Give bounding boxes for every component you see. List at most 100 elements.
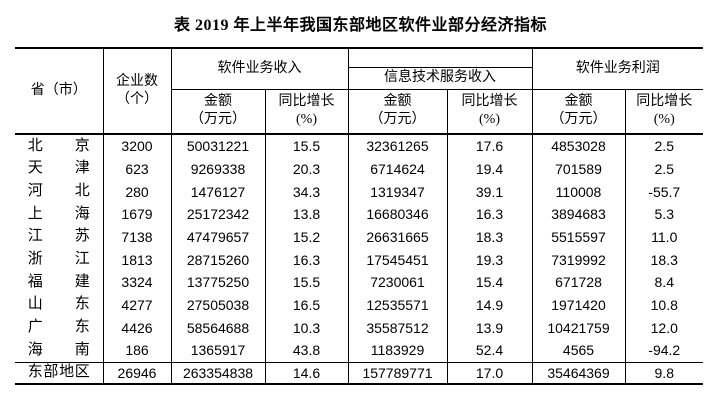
cell-it-growth: 13.9 [447, 316, 533, 340]
header-it-growth-line2: (%) [479, 112, 500, 128]
cell-it-growth: 17.6 [447, 134, 533, 158]
cell-sw-growth: 20.3 [265, 157, 349, 181]
economic-indicators-table: 省（市） 企业数 （个） 软件业务收入 软件业务利润 信息技术服务收入 金额 （… [15, 47, 703, 385]
header-group-it-revenue: 信息技术服务收入 [348, 67, 533, 90]
cell-profit-growth: 10.8 [650, 297, 678, 314]
cell-it-growth: 19.4 [447, 157, 533, 181]
cell-firms: 7138 [103, 225, 172, 249]
cell-it-amount: 35587512 [348, 316, 448, 340]
province-label: 天津 [27, 160, 90, 177]
province-label: 山东 [27, 296, 90, 313]
table-row: 天津 623 9269338 20.3 6714624 19.4 701589 … [15, 157, 703, 181]
cell-profit-amount: 1971420 [532, 293, 626, 317]
cell-it-amount: 32361265 [348, 134, 448, 158]
header-firm-count-line1: 企业数 [116, 73, 158, 89]
header-sw-amount-line1: 金额 [204, 94, 232, 110]
cell-sw-amount: 1476127 [171, 180, 266, 204]
cell-sw-amount: 9269338 [171, 157, 266, 181]
header-profit-growth: 同比增长 (%) [625, 89, 703, 135]
cell-sw-amount: 47479657 [171, 225, 266, 249]
cell-province: 浙江 [15, 248, 104, 272]
cell-it-growth: 39.1 [447, 180, 533, 204]
cell-sw-growth: 10.3 [265, 316, 349, 340]
cell-it-amount: 1183929 [348, 339, 448, 363]
cell-province: 海南 [15, 339, 104, 363]
cell-profit-growth: -55.7 [648, 183, 681, 200]
table-title: 表 2019 年上半年我国东部地区软件业部分经济指标 [173, 17, 547, 34]
cell-sw-growth: 16.3 [265, 248, 349, 272]
cell-profit-growth: 12.0 [650, 319, 678, 336]
cell-firms: 3324 [103, 271, 172, 294]
cell-profit-growth: 11.0 [651, 229, 678, 245]
header-profit-growth-line1: 同比增长 [636, 94, 693, 110]
table-row: 海南 186 1365917 43.8 1183929 52.4 4565 -9… [15, 339, 703, 363]
table-row: 山东 4277 27505038 16.5 12535571 14.9 1971… [15, 293, 703, 317]
cell-it-amount: 26631665 [348, 225, 448, 249]
cell-profit-amount: 5515597 [532, 225, 626, 249]
table-row: 江苏 7138 47479657 15.2 26631665 18.3 5515… [15, 225, 703, 249]
cell-province: 山东 [15, 293, 104, 317]
cell-firms: 280 [103, 180, 172, 204]
header-group-software-revenue: 软件业务收入 [171, 48, 349, 90]
cell-firms: 3200 [103, 134, 172, 158]
cell-sw-amount: 50031221 [171, 134, 266, 158]
cell-sw-growth: 16.5 [265, 293, 349, 317]
table-row: 福建 3324 13775250 15.5 7230061 15.4 67172… [15, 271, 703, 294]
table-row: 河北 280 1476127 34.3 1319347 39.1 110008 … [15, 180, 703, 204]
cell-sw-amount: 1365917 [171, 339, 266, 363]
cell-profit-amount: 110008 [532, 180, 626, 204]
cell-sw-growth: 34.3 [265, 180, 349, 204]
cell-total-profit-amount: 35464369 [532, 361, 626, 384]
cell-province: 江苏 [15, 225, 104, 249]
table-header: 省（市） 企业数 （个） 软件业务收入 软件业务利润 信息技术服务收入 金额 （… [15, 48, 703, 135]
cell-it-amount: 1319347 [348, 180, 448, 204]
province-label: 北京 [27, 137, 90, 154]
header-group-row: 省（市） 企业数 （个） 软件业务收入 软件业务利润 [15, 48, 703, 135]
cell-it-amount: 16680346 [348, 203, 448, 226]
cell-it-growth: 52.4 [447, 339, 533, 363]
cell-sw-growth: 13.8 [265, 203, 349, 226]
cell-profit-amount: 7319992 [532, 248, 626, 272]
cell-sw-amount: 25172342 [171, 203, 266, 226]
header-profit-amount-line2: （万元） [550, 112, 607, 128]
cell-total-profit-growth: 9.8 [625, 361, 703, 384]
cell-sw-amount: 13775250 [171, 271, 266, 294]
header-sw-amount-line2: （万元） [190, 112, 246, 128]
cell-firms: 623 [103, 157, 172, 181]
cell-profit-amount: 3894683 [532, 203, 626, 226]
header-it-amount-line2: （万元） [369, 112, 426, 128]
cell-firms: 1679 [103, 203, 172, 226]
cell-province: 河北 [15, 180, 104, 204]
cell-province: 上海 [15, 203, 104, 226]
cell-it-growth: 16.3 [447, 203, 533, 226]
header-province: 省（市） [15, 48, 104, 135]
header-sw-growth-line1: 同比增长 [278, 94, 335, 110]
header-it-growth-line1: 同比增长 [461, 94, 518, 110]
header-it-row: 信息技术服务收入 [15, 67, 703, 90]
header-it-notch [348, 48, 533, 68]
header-sw-growth: 同比增长 (%) [265, 89, 349, 135]
header-it-amount: 金额 （万元） [348, 89, 448, 135]
cell-it-amount: 12535571 [348, 293, 448, 317]
header-profit-amount: 金额 （万元） [532, 89, 626, 135]
cell-profit-growth: 18.3 [650, 251, 678, 268]
cell-profit-amount: 10421759 [532, 316, 626, 340]
cell-sw-amount: 58564688 [171, 316, 266, 340]
table-row: 浙江 1813 28715260 16.3 17545451 19.3 7319… [15, 248, 703, 272]
cell-total-firms: 26946 [103, 361, 172, 384]
cell-total-province: 东部地区 [15, 361, 104, 384]
cell-profit-growth: 8.4 [654, 274, 674, 291]
cell-it-amount: 17545451 [348, 248, 448, 272]
total-row: 东部地区 26946 263354838 14.6 157789771 17.0… [15, 361, 703, 384]
province-label: 广东 [27, 319, 90, 336]
cell-profit-growth: -94.2 [648, 342, 681, 359]
cell-sw-amount: 27505038 [171, 293, 266, 317]
cell-it-amount: 6714624 [348, 157, 448, 181]
cell-sw-growth: 15.5 [265, 271, 349, 294]
table-body: 北京 3200 50031221 15.5 32361265 17.6 4853… [15, 134, 703, 363]
table-footer: 东部地区 26946 263354838 14.6 157789771 17.0… [15, 361, 703, 384]
cell-sw-growth: 43.8 [265, 339, 349, 363]
table-row: 广东 4426 58564688 10.3 35587512 13.9 1042… [15, 316, 703, 340]
cell-province: 广东 [15, 316, 104, 340]
